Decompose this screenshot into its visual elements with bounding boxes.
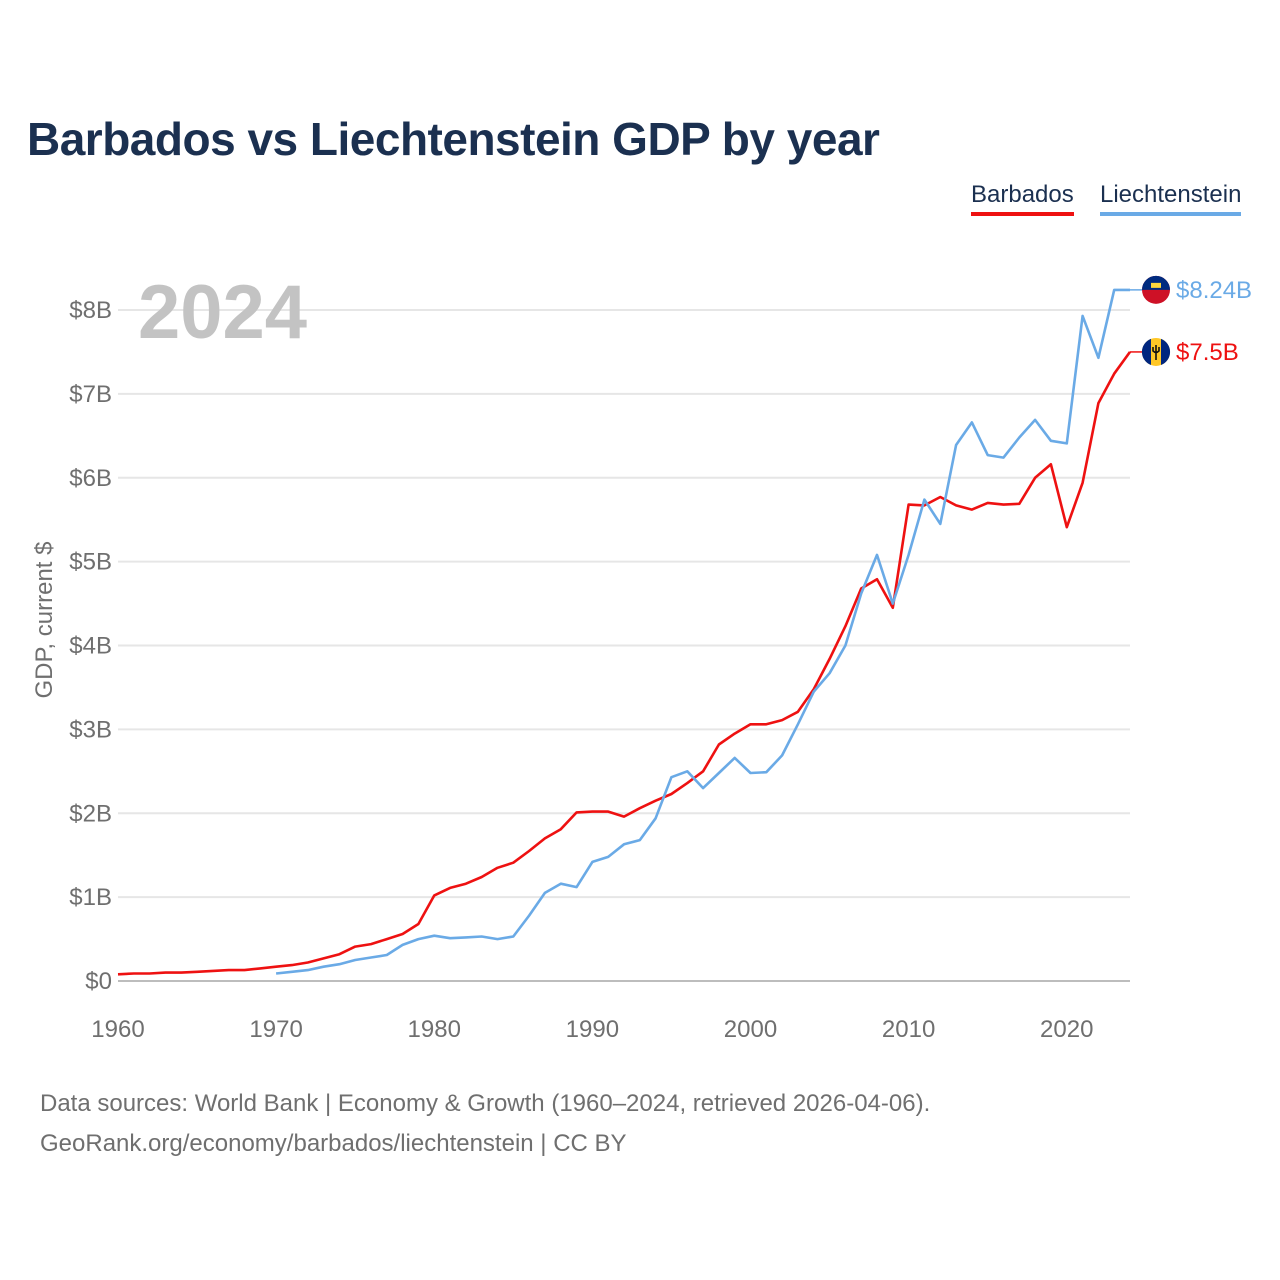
y-tick-label: $0 (85, 968, 112, 995)
x-tick-label: 2020 (1040, 1016, 1093, 1043)
end-value-label: $8.24B (1176, 277, 1252, 304)
legend-item-barbados[interactable]: Barbados (971, 181, 1074, 216)
data-sources-note: Data sources: World Bank | Economy & Gro… (40, 1090, 931, 1117)
x-tick-label: 2010 (882, 1016, 935, 1043)
series-line-liechtenstein[interactable] (275, 288, 1130, 975)
y-tick-label: $1B (69, 884, 112, 911)
barbados-flag-icon (1141, 337, 1171, 366)
y-tick-label: $7B (69, 381, 112, 408)
y-tick-label: $4B (69, 633, 112, 660)
y-axis-title: GDP, current $ (31, 542, 58, 699)
y-tick-label: $8B (69, 297, 112, 324)
year-watermark: 2024 (138, 270, 307, 355)
y-tick-label: $3B (69, 716, 112, 743)
x-tick-label: 1970 (249, 1016, 302, 1043)
series-line-barbados[interactable] (117, 351, 1132, 976)
liechtenstein-flag-icon (1142, 275, 1170, 304)
y-tick-label: $2B (69, 800, 112, 827)
source-link[interactable]: GeoRank.org/economy/barbados/liechtenste… (40, 1130, 627, 1157)
line-chart: 2024 GDP, current $ $0 $1B $2B $3B $4B $5B $6B… (31, 270, 1252, 1043)
chart-title: Barbados vs Liechtenstein GDP by year (27, 113, 880, 165)
end-value-label: $7.5B (1176, 339, 1239, 366)
legend-item-liechtenstein[interactable]: Liechtenstein (1100, 181, 1242, 216)
x-tick-label: 1960 (91, 1016, 144, 1043)
y-tick-label: $6B (69, 465, 112, 492)
x-tick-label: 1980 (408, 1016, 461, 1043)
x-tick-label: 1990 (566, 1016, 619, 1043)
y-tick-label: $5B (69, 549, 112, 576)
footer: Data sources: World Bank | Economy & Gro… (40, 1084, 930, 1164)
x-tick-label: 2000 (724, 1016, 777, 1043)
